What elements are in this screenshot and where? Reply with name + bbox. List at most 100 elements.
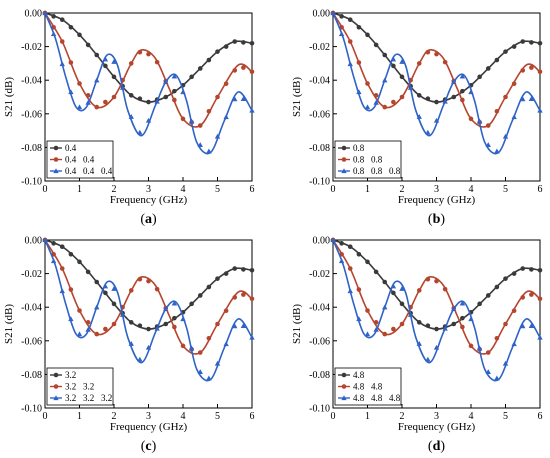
legend-swatch-marker: [341, 395, 347, 401]
series-1-marker: [373, 42, 379, 48]
series-1-line: [332, 239, 541, 330]
series-1-marker: [434, 326, 439, 332]
y-tick-label: -0.02: [21, 269, 42, 280]
series-3-marker: [390, 56, 397, 62]
series-2-marker: [206, 335, 212, 341]
legend-swatch-marker: [341, 168, 347, 174]
legend-entry: 0.4 0.4: [65, 155, 95, 165]
series-2: [330, 10, 543, 128]
series-1-marker: [529, 40, 534, 45]
legend-entry: 3.2 3.2: [65, 382, 94, 392]
series-3-marker: [171, 73, 178, 79]
x-axis-title: Frequency (GHz): [110, 421, 188, 433]
series-3-marker: [137, 356, 143, 362]
series-3-marker: [399, 286, 405, 291]
series-2-marker: [356, 287, 362, 292]
series-1-marker: [128, 93, 134, 98]
series-2: [42, 237, 255, 355]
series-3-marker: [528, 96, 535, 102]
legend-swatch-marker: [53, 145, 59, 151]
x-axis-title: Frequency (GHz): [398, 421, 476, 433]
series-1-marker: [68, 251, 74, 257]
series-1: [330, 237, 543, 332]
series-3-marker: [373, 99, 379, 105]
series-1-marker: [197, 293, 203, 298]
series-3-marker: [528, 323, 535, 329]
series-1-marker: [451, 94, 457, 100]
y-tick-label: -0.04: [21, 76, 42, 87]
series-1-marker: [373, 269, 379, 275]
series-1-marker: [232, 266, 238, 271]
series-3-marker: [537, 334, 543, 340]
legend-swatch-marker: [53, 372, 59, 378]
series-3-marker: [425, 356, 431, 362]
series-1-marker: [85, 269, 91, 275]
series-1-marker: [416, 320, 422, 325]
series-2-marker: [146, 278, 151, 284]
y-tick-label: -0.02: [309, 42, 330, 53]
series-2-marker: [442, 59, 448, 65]
series-1-marker: [434, 99, 439, 105]
series-2-marker: [154, 59, 160, 65]
series-3-marker: [476, 345, 483, 351]
series-1-marker: [494, 57, 500, 63]
series-1-marker: [485, 66, 491, 71]
series-1-marker: [503, 49, 508, 54]
series-1-marker: [94, 52, 100, 58]
series-3-marker: [468, 316, 474, 322]
series-2-marker: [537, 69, 543, 75]
series-1-marker: [163, 321, 169, 327]
y-tick-label: -0.08: [21, 370, 42, 381]
series-2-marker: [85, 93, 91, 98]
series-2-marker: [68, 60, 74, 65]
x-tick-label: 4: [181, 184, 186, 195]
series-3-marker: [338, 258, 345, 264]
series-1-marker: [215, 49, 220, 54]
series-2: [330, 237, 543, 355]
series-1-marker: [347, 17, 353, 23]
series-3-marker: [433, 117, 440, 123]
series-3-marker: [50, 31, 57, 37]
series-1-marker: [485, 293, 491, 298]
series-2-marker: [391, 326, 396, 332]
series-1-marker: [241, 40, 246, 45]
series-3-marker: [407, 312, 414, 317]
x-axis-title: Frequency (GHz): [398, 194, 476, 206]
series-1-line: [332, 12, 541, 103]
series-2-marker: [223, 81, 229, 86]
series-2-marker: [356, 60, 362, 65]
series-3-marker: [223, 341, 229, 347]
series-1-marker: [339, 14, 344, 19]
series-3-marker: [364, 104, 371, 110]
series-3: [330, 237, 543, 382]
series-3-marker: [502, 133, 509, 139]
series-3-marker: [520, 96, 526, 102]
x-tick-label: 2: [112, 411, 117, 422]
series-1-line: [44, 239, 253, 330]
series-1-marker: [416, 93, 422, 98]
series-3-marker: [59, 61, 65, 67]
series-2-marker: [94, 331, 100, 337]
series-3: [42, 10, 255, 155]
series-1-marker: [94, 279, 100, 285]
series-1-marker: [172, 88, 177, 94]
series-2-marker: [537, 296, 543, 302]
series-2-marker: [154, 286, 160, 292]
legend-swatch-marker: [53, 395, 59, 401]
series-1-marker: [163, 94, 169, 100]
series-3-marker: [111, 286, 117, 291]
series-2-marker: [485, 350, 491, 355]
series-1-marker: [249, 267, 255, 273]
series-3-marker: [119, 85, 126, 90]
chart-panel-a: 0 1 2 3 4 5 6 0.00 -0.02 -0.04 -0.06 -0.08 -0.10 Freq…: [3, 9, 255, 227]
y-tick-label: 0.00: [25, 236, 43, 247]
series-3-marker: [511, 341, 517, 347]
series-1-marker: [460, 88, 465, 94]
x-tick-label: 2: [400, 184, 405, 195]
x-tick-label: 6: [250, 411, 255, 422]
y-tick-label: -0.06: [309, 336, 330, 347]
series-1-marker: [365, 32, 370, 38]
series-2-marker: [494, 108, 500, 114]
series-3-marker: [330, 10, 336, 16]
series-2-marker: [511, 308, 517, 314]
